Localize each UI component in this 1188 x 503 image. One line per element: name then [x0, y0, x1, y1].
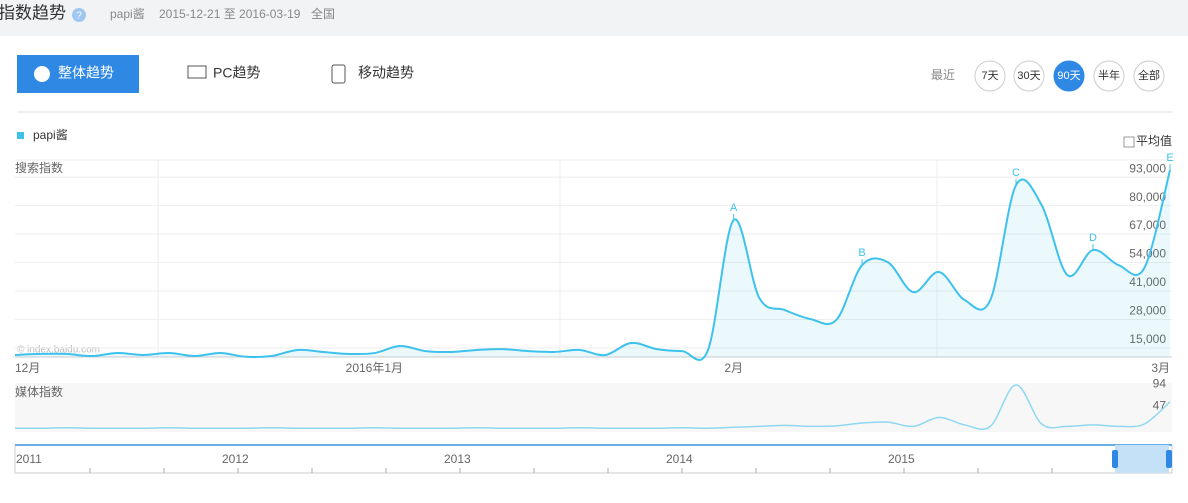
chart-title: 搜索指数 [15, 160, 63, 175]
x-tick-label: 3月 [1151, 361, 1170, 375]
range-label[interactable]: 半年 [1098, 68, 1120, 82]
y-tick-label: 15,000 [1129, 332, 1166, 346]
range-label[interactable]: 全部 [1138, 68, 1160, 82]
point-label[interactable]: A [730, 202, 738, 214]
tab-label[interactable]: 移动趋势 [358, 65, 414, 81]
average-checkbox[interactable] [1123, 136, 1135, 148]
top-bar [0, 0, 1188, 36]
line [14, 384, 1171, 430]
range-button[interactable] [1013, 60, 1045, 92]
range-button[interactable] [974, 60, 1006, 92]
point-label[interactable]: B [858, 247, 865, 259]
keyword: papi酱 [110, 6, 145, 21]
tab-icon [331, 64, 346, 84]
point-label[interactable]: E [1166, 152, 1173, 164]
y-tick-label: 93,000 [1129, 161, 1166, 175]
y-tick-label: 28,000 [1129, 304, 1166, 318]
tab-label[interactable]: PC趋势 [213, 65, 260, 81]
area [15, 170, 1170, 361]
legend-swatch [17, 132, 24, 139]
navigator-handle[interactable] [1112, 450, 1118, 468]
x-tick-label: 2016年1月 [346, 361, 403, 375]
point-label[interactable]: C [1012, 167, 1020, 179]
y-tick-label: 94 [1153, 377, 1167, 391]
range-button[interactable] [1053, 60, 1085, 92]
tab-icon [34, 66, 50, 82]
range-button[interactable] [1093, 60, 1125, 92]
range-label[interactable]: 90天 [1057, 70, 1080, 82]
navigator-label: 2011 [16, 452, 42, 466]
media-panel [15, 383, 1172, 432]
navigator-label: 2012 [222, 452, 249, 466]
navigator-selection[interactable] [1115, 445, 1169, 473]
average-label[interactable]: 平均值 [1136, 133, 1172, 148]
navigator-label: 2015 [888, 452, 915, 466]
x-tick-label: 12月 [15, 361, 40, 375]
range-button[interactable] [1133, 60, 1165, 92]
range-label[interactable]: 7天 [981, 70, 998, 82]
y-tick-label: 80,000 [1129, 190, 1166, 204]
y-tick-label: 54,000 [1129, 247, 1166, 261]
x-tick-label: 2月 [724, 361, 743, 375]
help-icon[interactable] [72, 8, 86, 22]
y-tick-label: 41,000 [1129, 275, 1166, 289]
watermark: © index.baidu.com [17, 345, 100, 356]
page-title: 指数趋势 [0, 3, 66, 22]
legend-label[interactable]: papi酱 [33, 127, 68, 142]
range-label[interactable]: 30天 [1017, 70, 1040, 82]
help-mark: ? [76, 11, 82, 22]
navigator-label: 2014 [666, 452, 693, 466]
date-range: 2015-12-21 至 2016-03-19 [159, 7, 301, 21]
navigator[interactable] [14, 444, 1173, 474]
tab-icon [187, 65, 207, 79]
tab-label[interactable]: 整体趋势 [58, 65, 114, 81]
navigator-label: 2013 [444, 452, 471, 466]
navigator-handle[interactable] [1166, 450, 1172, 468]
chart-title: 媒体指数 [15, 384, 63, 399]
region: 全国 [311, 6, 335, 21]
line [14, 169, 1171, 361]
point-label[interactable]: D [1089, 232, 1097, 244]
recent-label: 最近 [931, 68, 955, 82]
